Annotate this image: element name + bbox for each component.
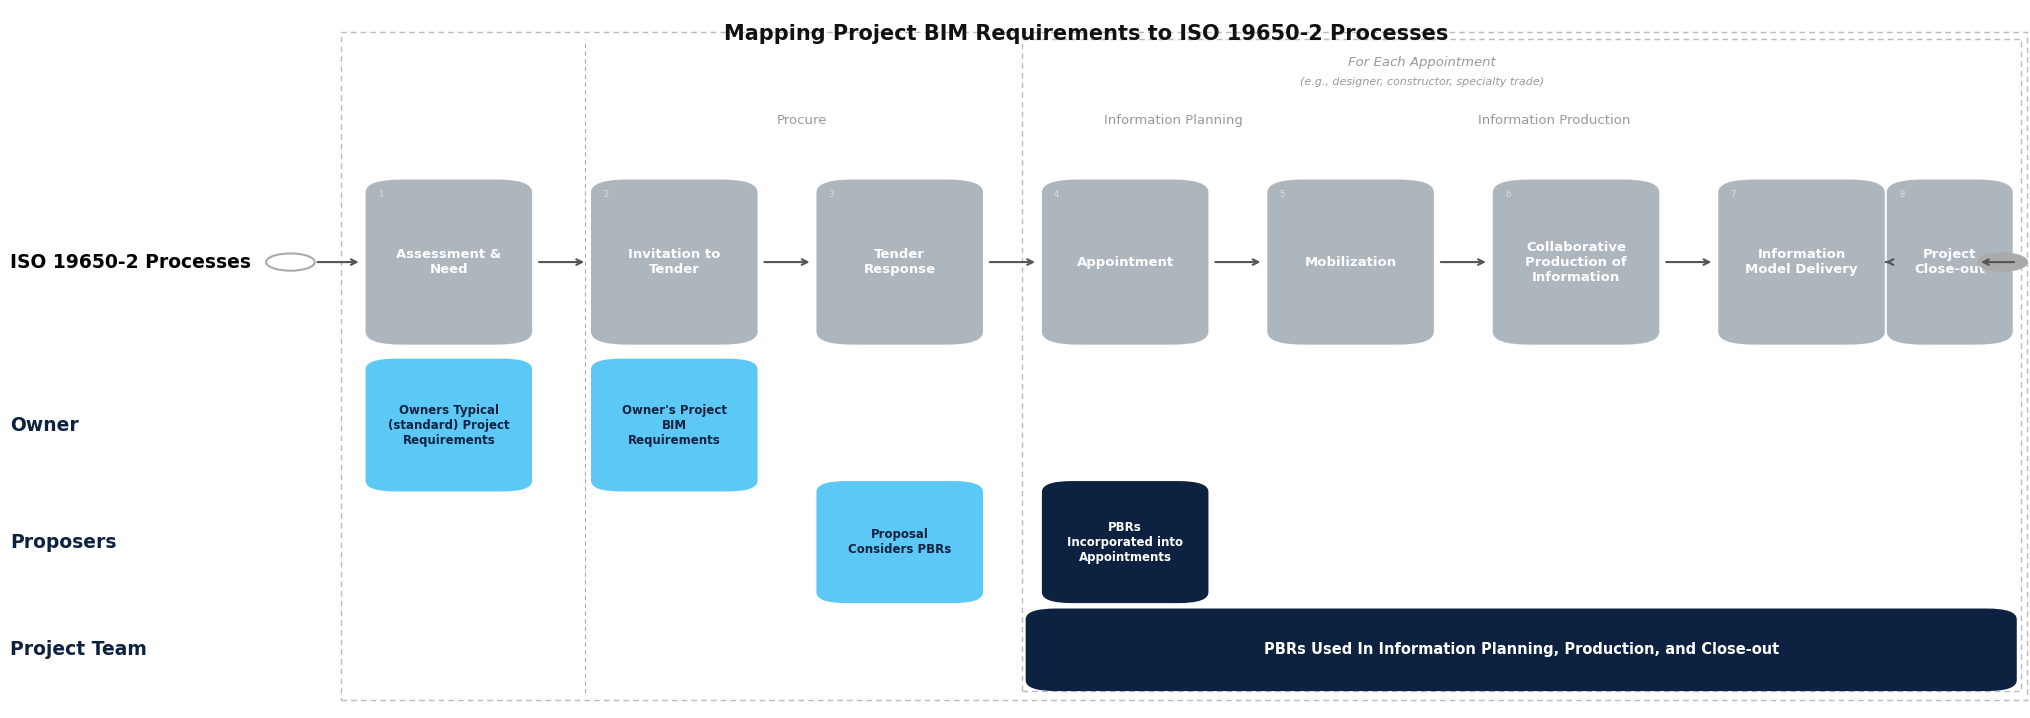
Bar bbox=[341, 32, 2026, 700]
Text: Appointment: Appointment bbox=[1076, 256, 1173, 269]
FancyBboxPatch shape bbox=[591, 180, 757, 345]
Text: 2: 2 bbox=[603, 190, 609, 200]
Text: Collaborative
Production of
Information: Collaborative Production of Information bbox=[1525, 241, 1626, 284]
Text: Assessment &
Need: Assessment & Need bbox=[396, 248, 501, 276]
Text: Proposers: Proposers bbox=[10, 533, 116, 551]
Text: (e.g., designer, constructor, specialty trade): (e.g., designer, constructor, specialty … bbox=[1299, 77, 1543, 87]
Text: 7: 7 bbox=[1730, 190, 1736, 200]
Text: 3: 3 bbox=[828, 190, 834, 200]
Text: 5: 5 bbox=[1279, 190, 1285, 200]
Text: Procure: Procure bbox=[777, 114, 826, 127]
Text: ISO 19650-2 Processes: ISO 19650-2 Processes bbox=[10, 253, 252, 271]
Text: Mapping Project BIM Requirements to ISO 19650-2 Processes: Mapping Project BIM Requirements to ISO … bbox=[725, 24, 1447, 44]
Text: Tender
Response: Tender Response bbox=[863, 248, 936, 276]
FancyBboxPatch shape bbox=[1492, 180, 1659, 345]
Circle shape bbox=[266, 253, 315, 271]
Text: PBRs Used In Information Planning, Production, and Close-out: PBRs Used In Information Planning, Produ… bbox=[1263, 643, 1778, 657]
Text: Mobilization: Mobilization bbox=[1303, 256, 1397, 269]
Bar bbox=[1021, 39, 2020, 691]
FancyBboxPatch shape bbox=[1886, 180, 2012, 345]
FancyBboxPatch shape bbox=[1717, 180, 1884, 345]
FancyBboxPatch shape bbox=[365, 180, 532, 345]
FancyBboxPatch shape bbox=[816, 180, 983, 345]
FancyBboxPatch shape bbox=[591, 359, 757, 491]
Text: Owner's Project
BIM
Requirements: Owner's Project BIM Requirements bbox=[621, 404, 727, 447]
FancyBboxPatch shape bbox=[1041, 481, 1208, 603]
Text: 1: 1 bbox=[378, 190, 384, 200]
FancyBboxPatch shape bbox=[816, 481, 983, 603]
Text: Owner: Owner bbox=[10, 416, 79, 434]
Text: PBRs
Incorporated into
Appointments: PBRs Incorporated into Appointments bbox=[1066, 521, 1183, 564]
Text: Owners Typical
(standard) Project
Requirements: Owners Typical (standard) Project Requir… bbox=[388, 404, 510, 447]
Text: 8: 8 bbox=[1898, 190, 1904, 200]
FancyBboxPatch shape bbox=[1041, 180, 1208, 345]
Text: 6: 6 bbox=[1504, 190, 1510, 200]
Text: For Each Appointment: For Each Appointment bbox=[1348, 56, 1494, 69]
Text: Information
Model Delivery: Information Model Delivery bbox=[1744, 248, 1857, 276]
Text: Project
Close-out: Project Close-out bbox=[1914, 248, 1983, 276]
Circle shape bbox=[1977, 253, 2026, 271]
Text: Information Production: Information Production bbox=[1476, 114, 1630, 127]
Text: Invitation to
Tender: Invitation to Tender bbox=[627, 248, 721, 276]
FancyBboxPatch shape bbox=[365, 359, 532, 491]
Text: Information Planning: Information Planning bbox=[1104, 114, 1242, 127]
Text: 4: 4 bbox=[1054, 190, 1060, 200]
Text: Project Team: Project Team bbox=[10, 640, 146, 659]
Text: Proposal
Considers PBRs: Proposal Considers PBRs bbox=[849, 528, 950, 556]
FancyBboxPatch shape bbox=[1025, 609, 2016, 691]
FancyBboxPatch shape bbox=[1267, 180, 1433, 345]
